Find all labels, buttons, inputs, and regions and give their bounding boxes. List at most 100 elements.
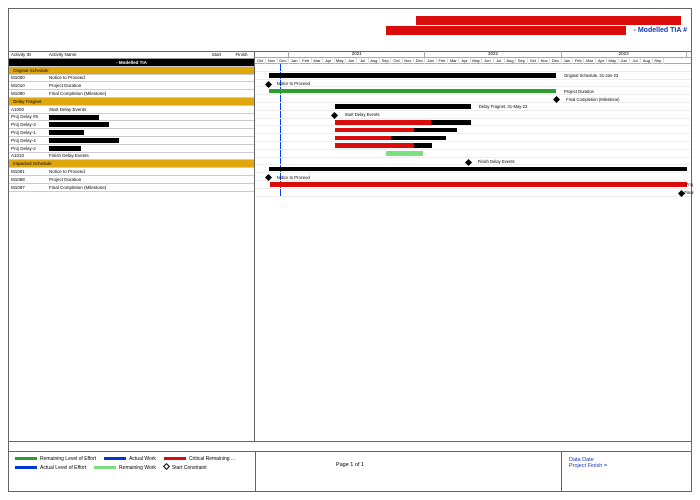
legend-label: Remaining Work [119,465,156,471]
activity-row: Proj Delay-3 [9,121,254,129]
legend-label: Actual Work [129,456,156,462]
legend-diamond-icon [163,463,170,470]
gantt-bar [414,128,457,133]
activity-row: M1010Project Duration [9,82,254,90]
legend-label: Remaining Level of Effort [40,456,96,462]
legend-row: Remaining Level of Effort Actual Work Crit… [15,456,235,462]
redacted-bar [49,115,99,120]
gantt-label: Original Schedule, 31-Jan-23 [564,73,618,78]
activity-name: Final Completion (Milestone) [47,91,204,96]
row-label: Impacted Schedule [9,161,254,166]
title-block: - Modelled TIA # [386,16,691,41]
legend-label: Actual Level of Effort [40,465,86,471]
gantt-row [255,134,691,142]
footer: Remaining Level of Effort Actual Work Crit… [9,441,691,491]
redacted-bar [49,146,81,151]
activity-name [47,114,204,119]
activity-id: Proj Delay-1 [9,130,47,135]
gantt-label: Start Delay Events [345,112,380,117]
activity-row: M1081Notice to Proceed [9,168,254,176]
legend-swatch [15,466,37,469]
gantt-chart: 202120222023 OctNovDecJanFebMarAprMayJun… [255,51,691,441]
gantt-label: Final Completion (Milestone) [566,97,619,102]
document-title: - Modelled TIA # [634,27,687,34]
activity-row: M1000Notice to Proceed [9,75,254,83]
gantt-bar [335,136,392,141]
gantt-row [255,119,691,127]
gantt-row: Project Duration [255,87,691,95]
gantt-timescale: 202120222023 OctNovDecJanFebMarAprMayJun… [255,51,691,64]
legend: Remaining Level of Effort Actual Work Crit… [15,456,235,473]
activity-id: M1090 [9,91,47,96]
activity-id: Proj Delay-4 [9,138,47,143]
activity-id: M1081 [9,169,47,174]
row-label: Original Schedule [9,68,254,73]
title-redbar [416,16,681,25]
section-row: Impacted Schedule [9,160,254,168]
title-redbar [386,26,626,35]
gantt-bar [414,143,432,148]
gantt-row: Finish Delay Events [255,158,691,166]
legend-item: Remaining Work [94,465,156,471]
title-row: - Modelled TIA [9,59,254,67]
gantt-bar [335,128,415,133]
activity-name: Project Duration [47,83,204,88]
page-number: Page 1 of 1 [336,462,364,468]
activity-id: A1000 [9,107,47,112]
gantt-row: Start Delay Events [255,111,691,119]
activity-row: Proj Delay #5 [9,114,254,122]
gantt-body: Original Schedule, 31-Jan-23 Notice to Pr… [255,64,691,197]
activity-name [47,122,204,127]
gantt-row [255,165,691,173]
legend-swatch [104,457,126,460]
legend-swatch [94,466,116,469]
legend-label: Critical Remaining ... [189,456,235,462]
activity-name [47,138,204,143]
activity-name [47,130,204,135]
gantt-bar [431,120,471,125]
row-label: Delay Fragnet [9,99,254,104]
redacted-bar [49,122,109,127]
gantt-row: Final [255,189,691,197]
col-activity-id: Activity ID [9,51,47,58]
gantt-row: Notice to Proceed [255,80,691,88]
gantt-label: Proj [686,182,693,187]
gantt-row: Proj [255,181,691,189]
activity-row: A1010Finish Delay Events [9,153,254,161]
page-frame: - Modelled TIA # Activity ID Activity Na… [8,8,692,492]
year-label [255,51,289,57]
gantt-bar [269,167,687,172]
gantt-row [255,64,691,72]
footer-divider-1 [255,452,256,492]
project-info: Data Date Project Finish = [569,457,607,469]
activity-id: M1010 [9,83,47,88]
gantt-bar [269,73,556,78]
gantt-row: Original Schedule, 31-Jan-23 [255,72,691,80]
legend-label: Start Constraint [172,465,207,471]
gantt-bar [270,182,687,187]
gantt-row [255,126,691,134]
gantt-label: Project Duration [564,89,594,94]
project-finish-label: Project Finish = [569,463,607,469]
legend-item: Actual Work [104,456,156,462]
gantt-label: Final [684,190,693,195]
row-label: - Modelled TIA [9,60,254,65]
activity-name: Start Delay Events [47,107,204,112]
activity-id: Proj Delay #5 [9,114,47,119]
section-row: Delay Fragnet [9,98,254,106]
gantt-label: Finish Delay Events [478,159,515,164]
redacted-bar [49,138,119,143]
gantt-row [255,150,691,158]
gantt-bar [391,136,446,141]
activity-name: Notice to Proceed [47,75,204,80]
redacted-bar [49,130,84,135]
activity-name [47,146,204,151]
col-finish: Finish [229,51,254,58]
activity-id: M1087 [9,185,47,190]
year-label: 2021 [289,51,425,57]
gantt-label: Notice to Proceed [277,81,310,86]
table-header: Activity ID Activity Name Start Finish [9,51,254,59]
legend-item: Remaining Level of Effort [15,456,96,462]
col-start: Start [204,51,229,58]
legend-item: Actual Level of Effort [15,465,86,471]
